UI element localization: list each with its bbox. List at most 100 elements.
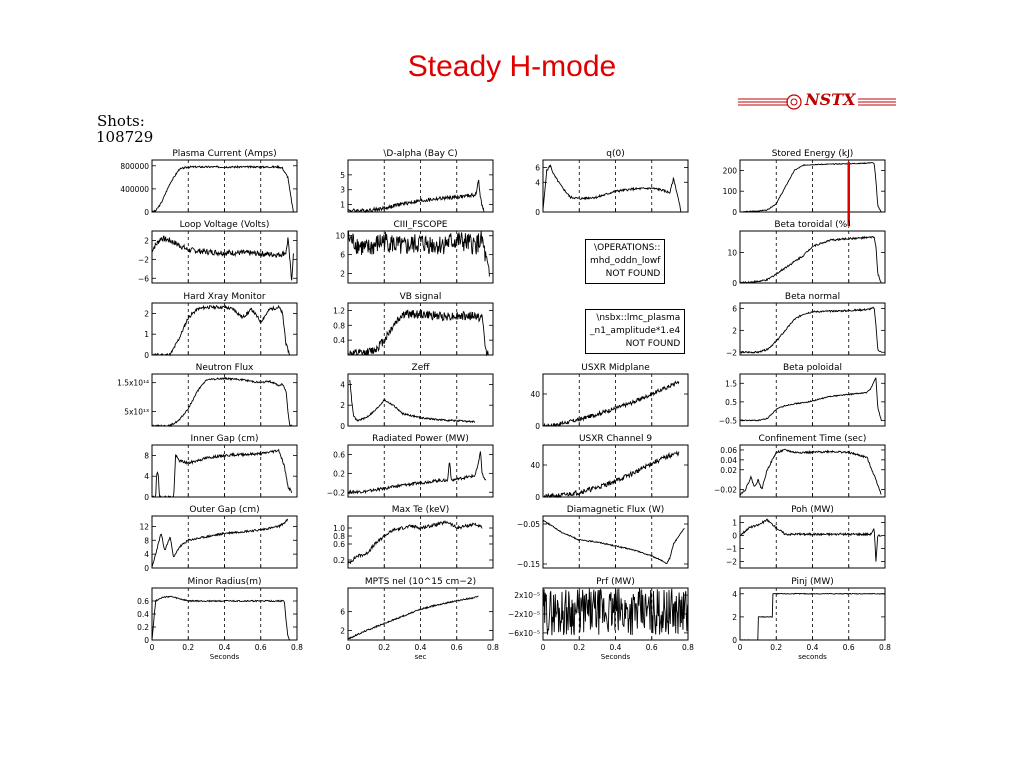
- y-tick-label: −6: [138, 274, 149, 283]
- series-line: [348, 520, 483, 565]
- y-tick-label: 2: [144, 236, 149, 245]
- x-tick-label: 0: [346, 643, 351, 652]
- panel-title: Plasma Current (Amps): [172, 149, 276, 159]
- y-tick-label: 0.6: [137, 597, 149, 606]
- panel: Stored Energy (kJ) 0 100 200: [723, 149, 886, 226]
- y-tick-label: −6x10⁻⁵: [508, 629, 540, 638]
- y-tick-label: −0.05: [517, 520, 540, 529]
- note-line: _n1_amplitude*1.e4: [590, 326, 681, 336]
- series-line: [739, 592, 886, 641]
- y-tick-label: −0.15: [517, 560, 540, 569]
- series-line: [740, 518, 882, 562]
- panel-title: Inner Gap (cm): [191, 434, 259, 444]
- panel: Max Te (keV) 0.2 0.60.81.0: [333, 505, 494, 569]
- x-tick-label: 0.4: [807, 643, 819, 652]
- series-line: [543, 450, 680, 499]
- nstx-logo-icon: [738, 94, 896, 110]
- y-tick-label: 10: [335, 232, 345, 241]
- series-line: [542, 380, 680, 427]
- y-tick-label: 1.5: [725, 379, 737, 388]
- panel: CIII_FSCOPE 2 6 10: [335, 220, 494, 284]
- y-tick-label: 0.8: [333, 321, 345, 330]
- panel: Zeff 0 2 4: [340, 363, 494, 431]
- series-line: [739, 161, 882, 213]
- y-tick-label: −0.02: [714, 486, 737, 495]
- y-tick-label: 0.4: [333, 336, 345, 345]
- y-tick-label: 1: [732, 519, 737, 528]
- series-line: [347, 595, 479, 640]
- series-line: [151, 595, 291, 641]
- y-tick-label: 8: [144, 451, 149, 460]
- x-tick-label: 0.2: [770, 643, 782, 652]
- not-found-note: \nsbx::lmc_plasma _n1_amplitude*1.e4 NOT F…: [585, 309, 686, 354]
- y-tick-label: 2: [340, 270, 345, 279]
- y-tick-label: 800000: [120, 162, 149, 171]
- y-tick-label: 4: [340, 380, 345, 389]
- y-tick-label: 12: [139, 522, 149, 531]
- panel-title: Minor Radius(m): [187, 577, 261, 587]
- panel-title: Zeff: [412, 363, 431, 373]
- series-line: [347, 309, 490, 357]
- x-axis-unit: sec: [415, 653, 427, 661]
- y-tick-label: 2: [732, 326, 737, 335]
- panel-title: USXR Midplane: [581, 363, 650, 373]
- y-tick-label: 1: [340, 201, 345, 210]
- series-line: [347, 230, 490, 277]
- panel-title: VB signal: [400, 292, 442, 302]
- y-tick-label: 6: [732, 304, 737, 313]
- y-tick-label: −2x10⁻⁵: [508, 610, 540, 619]
- y-tick-label: 100: [723, 187, 738, 196]
- x-tick-label: 0.4: [610, 643, 622, 652]
- panel-title: Radiated Power (MW): [372, 434, 469, 444]
- panel-title: Beta normal: [785, 292, 840, 302]
- panel-title: Beta poloidal: [783, 363, 842, 373]
- panel: Hard Xray Monitor 0 1 2: [144, 292, 298, 360]
- panel-title: Loop Voltage (Volts): [180, 220, 270, 230]
- y-tick-label: 1.2: [333, 306, 345, 315]
- x-tick-label: 0.6: [843, 643, 855, 652]
- panel: Loop Voltage (Volts) −6 −2 2: [138, 220, 298, 284]
- y-tick-label: 8: [144, 536, 149, 545]
- x-tick-label: 0.8: [682, 643, 694, 652]
- y-tick-label: 0: [535, 208, 540, 217]
- y-tick-label: 6: [340, 608, 345, 617]
- y-tick-label: 0.06: [720, 446, 737, 455]
- y-tick-label: 0.8: [333, 532, 345, 541]
- panel: Poh (MW) −2 −1 0 1: [726, 505, 886, 569]
- y-tick-label: 10: [727, 248, 737, 257]
- x-tick-label: 0.6: [255, 643, 267, 652]
- series-line: [542, 519, 685, 564]
- y-tick-label: 0.5: [725, 398, 737, 407]
- y-tick-label: 5x10¹³: [124, 408, 149, 417]
- panel-title: q(0): [606, 149, 624, 159]
- panel-title: Prf (MW): [596, 577, 635, 587]
- y-tick-label: 0.2: [333, 556, 345, 565]
- panel: USXR Channel 9 0 40: [530, 434, 689, 502]
- y-tick-label: 0: [144, 564, 149, 573]
- panel: Confinement Time (sec) −0.02 0.020.040.06: [714, 434, 886, 498]
- panel-title: Beta toroidal (%): [774, 220, 850, 230]
- y-tick-label: 40: [530, 461, 540, 470]
- series-line: [152, 376, 294, 428]
- panel: Radiated Power (MW) −0.2 0.2 0.6: [327, 434, 494, 498]
- y-tick-label: 400000: [120, 185, 149, 194]
- panel-title: CIII_FSCOPE: [394, 220, 448, 230]
- series-line: [739, 448, 882, 496]
- y-tick-label: 4: [144, 550, 149, 559]
- shot-number: 108729: [96, 128, 154, 146]
- series-line: [151, 164, 294, 213]
- series-line: [151, 448, 293, 498]
- panel-title: Neutron Flux: [196, 363, 254, 373]
- y-tick-label: 2: [144, 309, 149, 318]
- note-line: \OPERATIONS::: [594, 243, 661, 253]
- series-line: [740, 235, 882, 284]
- series-line: [347, 451, 487, 495]
- x-tick-label: 0.6: [646, 643, 658, 652]
- series-line: [739, 377, 882, 422]
- y-tick-label: −0.2: [327, 488, 345, 497]
- series-line: [739, 306, 882, 355]
- panel-title: Max Te (keV): [392, 505, 449, 515]
- x-tick-label: 0.4: [219, 643, 231, 652]
- x-tick-label: 0: [541, 643, 546, 652]
- y-tick-label: 0.2: [333, 469, 345, 478]
